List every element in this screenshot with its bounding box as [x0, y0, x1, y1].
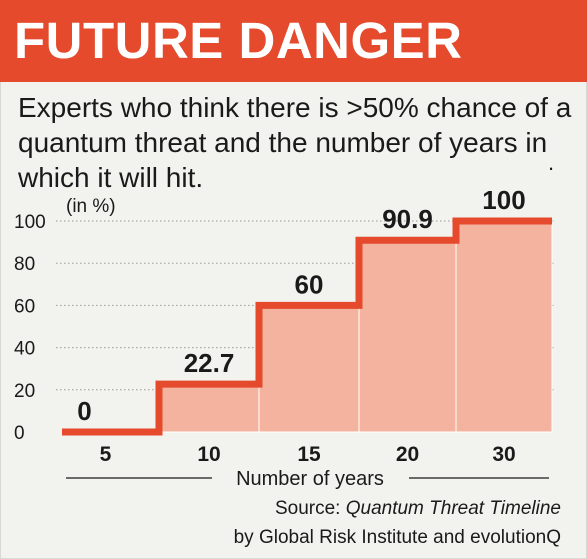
bar-30 — [455, 220, 553, 433]
chart-title: FUTURE DANGER — [14, 12, 463, 69]
stray-dot: . — [548, 150, 555, 175]
y-tick-labels: 0 20 40 60 80 100 — [14, 212, 46, 444]
y-unit-label: (in %) — [66, 196, 116, 217]
source-note: Source: Quantum Threat Timeline by Globa… — [234, 494, 561, 552]
y-tick-60: 60 — [14, 296, 35, 317]
x-tick-labels: 5 10 15 20 30 — [100, 443, 516, 466]
bar-10 — [158, 383, 260, 433]
source-line-1: Source: Quantum Threat Timeline — [234, 494, 561, 523]
y-tick-80: 80 — [14, 254, 35, 275]
source-title: Quantum Threat Timeline — [345, 498, 561, 519]
y-tick-20: 20 — [14, 381, 35, 402]
x-tick-10: 10 — [197, 443, 220, 466]
x-tick-5: 5 — [100, 443, 112, 466]
bar-15 — [258, 304, 360, 433]
value-label-15: 60 — [295, 269, 324, 299]
step-line — [62, 217, 552, 436]
value-label-30: 100 — [482, 185, 525, 215]
x-axis-title: Number of years — [236, 468, 384, 490]
x-tick-30: 30 — [492, 443, 515, 466]
value-labels: 0 22.7 60 90.9 100 — [77, 185, 525, 426]
value-label-20: 90.9 — [382, 204, 433, 234]
bars — [158, 220, 553, 433]
value-label-5: 0 — [77, 396, 91, 426]
y-tick-0: 0 — [14, 423, 25, 444]
x-tick-20: 20 — [396, 443, 419, 466]
x-tick-15: 15 — [297, 443, 321, 466]
y-tick-100: 100 — [14, 212, 46, 233]
source-prefix: Source: — [274, 498, 346, 519]
y-tick-40: 40 — [14, 339, 35, 360]
source-line-2: by Global Risk Institute and evolutionQ — [233, 527, 561, 548]
chart-subtitle: Experts who think there is >50% chance o… — [18, 92, 572, 193]
step-line-group — [62, 217, 552, 436]
x-axis-title-group: Number of years — [66, 468, 549, 490]
title-banner: FUTURE DANGER — [0, 0, 587, 82]
value-label-10: 22.7 — [184, 348, 235, 378]
bar-20 — [358, 239, 457, 433]
